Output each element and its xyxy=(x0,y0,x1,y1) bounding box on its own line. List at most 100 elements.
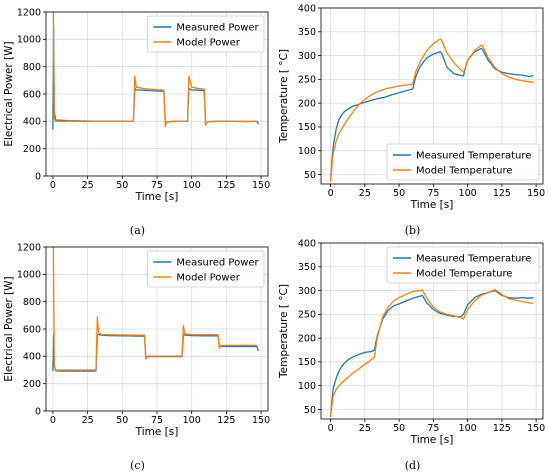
plot-frame xyxy=(320,7,544,185)
x-tick-label: 75 xyxy=(151,180,163,191)
chart-c: 0 25 50 75 100 125 150 0 200 400 600 800 1000 1200 Tim… xyxy=(3,242,270,438)
chart-a: 0 25 50 75 100 125 150 0 200 400 600 800 1000 1200 Tim… xyxy=(3,7,270,203)
y-tick-label: 50 xyxy=(304,170,316,181)
legend-label-measured: Measured Power xyxy=(176,23,259,34)
legend-label-model: Model Temperature xyxy=(416,166,513,177)
series-group xyxy=(52,247,259,372)
legend-box xyxy=(146,250,265,288)
x-tick-label: 0 xyxy=(328,188,334,199)
x-tick-label: 75 xyxy=(427,423,439,434)
y-tick-label: 250 xyxy=(298,310,316,321)
x-tick-label: 25 xyxy=(82,415,94,426)
y-tick-label: 0 xyxy=(35,406,41,417)
x-tick-label: 50 xyxy=(116,415,128,426)
y-tick-label: 100 xyxy=(298,381,316,392)
y-tick-label: 350 xyxy=(298,262,316,273)
legend-box xyxy=(386,246,540,284)
y-tick-label: 600 xyxy=(23,89,41,100)
x-tick-label: 125 xyxy=(493,423,511,434)
y-tick-label: 600 xyxy=(23,324,41,335)
legend-label-measured: Measured Temperature xyxy=(416,254,531,265)
legend-label-model: Model Temperature xyxy=(416,269,513,280)
y-tick-label: 150 xyxy=(298,122,316,133)
series-line-measured xyxy=(52,333,259,372)
y-tick-label: 250 xyxy=(298,75,316,86)
y-axis-label: Temperature [ °C] xyxy=(278,49,290,144)
x-tick-label: 50 xyxy=(393,188,405,199)
series-group xyxy=(329,288,534,417)
y-tick-label: 300 xyxy=(298,51,316,62)
y-tick-label: 200 xyxy=(23,379,41,390)
y-tick-label: 350 xyxy=(298,27,316,38)
series-group xyxy=(52,12,259,130)
y-tick-label: 100 xyxy=(298,146,316,157)
legend: Measured Temperature Model Temperature xyxy=(386,246,540,284)
x-tick-label: 0 xyxy=(50,415,56,426)
y-tick-label: 400 xyxy=(23,352,41,363)
plot-frame xyxy=(320,242,544,420)
x-tick-label: 125 xyxy=(217,180,235,191)
chart-b: 0 25 50 75 100 125 150 50 100 150 200 250 300 350 400 T… xyxy=(278,3,545,211)
y-tick-label: 1000 xyxy=(17,270,41,281)
legend-label-model: Model Power xyxy=(176,38,240,49)
x-axis-label: Time [s] xyxy=(135,426,179,438)
panel-c: 0 25 50 75 100 125 150 0 200 400 600 800 1000 1200 Tim… xyxy=(0,235,275,472)
legend-label-measured: Measured Temperature xyxy=(416,151,531,162)
x-tick-label: 0 xyxy=(328,423,334,434)
series-line-measured xyxy=(329,47,534,182)
caption-d: (d) xyxy=(404,459,421,472)
panel-d: 0 25 50 75 100 125 150 50 100 150 200 250 300 350 400 T… xyxy=(275,235,550,472)
legend-box xyxy=(146,15,265,53)
x-tick-label: 50 xyxy=(393,423,405,434)
series-group xyxy=(329,38,534,182)
legend: Measured Temperature Model Temperature xyxy=(386,143,540,181)
y-axis-label: Temperature [ °C] xyxy=(278,284,290,379)
y-tick-label: 800 xyxy=(23,62,41,73)
x-tick-label: 150 xyxy=(527,423,545,434)
y-tick-label: 300 xyxy=(298,286,316,297)
legend-label-measured: Measured Power xyxy=(176,258,259,269)
x-tick-label: 125 xyxy=(217,415,235,426)
x-axis-label: Time [s] xyxy=(135,191,179,203)
series-line-measured xyxy=(329,289,534,417)
x-tick-label: 150 xyxy=(252,180,270,191)
x-tick-label: 0 xyxy=(50,180,56,191)
y-tick-label: 150 xyxy=(298,357,316,368)
caption-a: (a) xyxy=(129,224,146,237)
series-line-model xyxy=(329,38,534,182)
x-tick-label: 25 xyxy=(359,423,371,434)
x-tick-label: 125 xyxy=(493,188,511,199)
x-tick-label: 75 xyxy=(151,415,163,426)
y-tick-label: 50 xyxy=(304,405,316,416)
x-tick-label: 150 xyxy=(252,415,270,426)
x-tick-label: 50 xyxy=(116,180,128,191)
x-tick-label: 100 xyxy=(459,423,477,434)
x-tick-label: 100 xyxy=(183,415,201,426)
y-tick-label: 1200 xyxy=(17,242,41,253)
y-tick-label: 200 xyxy=(298,333,316,344)
x-tick-label: 100 xyxy=(183,180,201,191)
legend: Measured Power Model Power xyxy=(146,15,265,53)
x-tick-label: 25 xyxy=(359,188,371,199)
y-tick-label: 400 xyxy=(23,117,41,128)
y-axis-label: Electrical Power [W] xyxy=(3,276,15,381)
x-axis-label: Time [s] xyxy=(410,199,454,211)
y-tick-label: 400 xyxy=(298,3,316,14)
y-tick-label: 200 xyxy=(298,98,316,109)
series-line-model xyxy=(52,247,257,371)
series-line-model xyxy=(52,12,257,128)
y-tick-label: 1200 xyxy=(17,7,41,18)
panel-b: 0 25 50 75 100 125 150 50 100 150 200 250 300 350 400 T… xyxy=(275,0,550,237)
legend-label-model: Model Power xyxy=(176,273,240,284)
series-line-model xyxy=(329,288,534,417)
legend: Measured Power Model Power xyxy=(146,250,265,288)
y-tick-label: 400 xyxy=(298,238,316,249)
y-tick-label: 200 xyxy=(23,144,41,155)
y-tick-label: 0 xyxy=(35,171,41,182)
y-tick-label: 1000 xyxy=(17,35,41,46)
legend-box xyxy=(386,143,540,181)
y-tick-label: 800 xyxy=(23,297,41,308)
x-tick-label: 100 xyxy=(459,188,477,199)
caption-c: (c) xyxy=(130,459,145,472)
